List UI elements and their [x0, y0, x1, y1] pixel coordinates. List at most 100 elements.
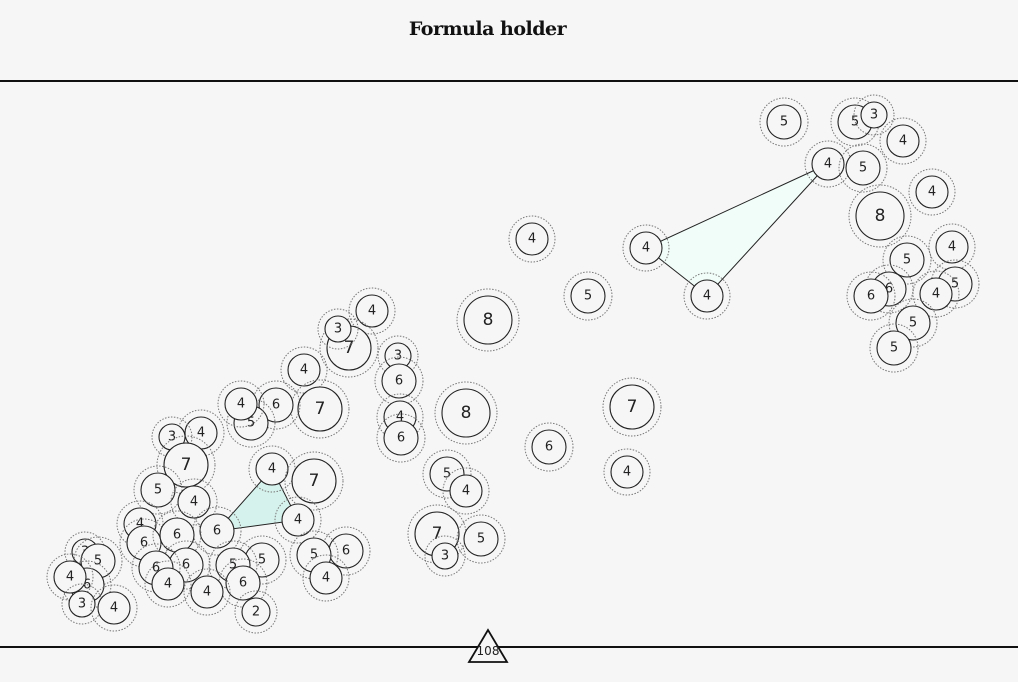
atom-circle[interactable]: [355, 294, 389, 328]
atom-node[interactable]: 8: [456, 288, 520, 352]
atom-halo: [563, 271, 613, 321]
atom-circle[interactable]: [629, 231, 663, 265]
atom-circle[interactable]: [190, 575, 224, 609]
atom-circle[interactable]: [177, 485, 211, 519]
atom-circle[interactable]: [570, 278, 606, 314]
atom-circle[interactable]: [53, 560, 87, 594]
atom-circle[interactable]: [889, 242, 925, 278]
atom-node[interactable]: 4: [622, 224, 670, 272]
atom-halo: [321, 526, 371, 576]
atom-halo: [192, 506, 242, 556]
atom-halo: [234, 590, 278, 634]
atom-node[interactable]: 5: [456, 514, 506, 564]
atom-circle[interactable]: [159, 517, 195, 553]
atom-halo: [302, 554, 350, 602]
atom-halo: [434, 381, 498, 445]
atom-halo: [274, 496, 322, 544]
atom-halo: [442, 467, 490, 515]
atom-node[interactable]: 2: [234, 590, 278, 634]
atom-halo: [869, 323, 919, 373]
atom-circle[interactable]: [258, 387, 294, 423]
atom-circle[interactable]: [140, 472, 176, 508]
atom-circle[interactable]: [287, 353, 321, 387]
atom-circle[interactable]: [915, 175, 949, 209]
atom-halo: [846, 271, 896, 321]
atom-halo: [853, 94, 895, 136]
atom-node[interactable]: 5: [759, 97, 809, 147]
atom-halo: [603, 448, 651, 496]
atom-halo: [376, 413, 426, 463]
atom-halo: [838, 143, 888, 193]
atom-circle[interactable]: [515, 222, 549, 256]
atom-node[interactable]: 4: [879, 117, 927, 165]
atom-circle[interactable]: [224, 387, 258, 421]
atom-circle[interactable]: [811, 147, 845, 181]
atom-circle[interactable]: [919, 277, 953, 311]
atom-node[interactable]: 4: [603, 448, 651, 496]
atom-circle[interactable]: [68, 590, 96, 618]
atom-circle[interactable]: [97, 591, 131, 625]
atom-halo: [930, 259, 980, 309]
atom-circle[interactable]: [463, 521, 499, 557]
atom-circle[interactable]: [853, 278, 889, 314]
atom-circle[interactable]: [383, 420, 419, 456]
atom-node[interactable]: 5: [133, 465, 183, 515]
atom-node[interactable]: 4: [908, 168, 956, 216]
atom-circle[interactable]: [163, 442, 209, 488]
atom-circle[interactable]: [531, 429, 567, 465]
atom-node[interactable]: 6: [524, 422, 574, 472]
atom-node[interactable]: 4: [928, 223, 976, 271]
atom-circle[interactable]: [855, 191, 905, 241]
atom-circle[interactable]: [328, 533, 364, 569]
atom-node[interactable]: 6: [374, 356, 424, 406]
atom-circle[interactable]: [199, 513, 235, 549]
atom-circle[interactable]: [609, 384, 655, 430]
atom-circle[interactable]: [297, 386, 343, 432]
atom-halo: [376, 393, 424, 441]
atom-halo: [183, 568, 231, 616]
atom-circle[interactable]: [309, 561, 343, 595]
atom-circle[interactable]: [766, 104, 802, 140]
atom-node[interactable]: 7: [602, 377, 662, 437]
atom-circle[interactable]: [860, 101, 888, 129]
atom-circle[interactable]: [441, 388, 491, 438]
atom-node[interactable]: 5: [838, 143, 888, 193]
atom-node[interactable]: 8: [848, 184, 912, 248]
atom-halo: [237, 535, 287, 585]
atom-circle[interactable]: [895, 305, 931, 341]
atom-halo: [456, 514, 506, 564]
atom-circle[interactable]: [690, 279, 724, 313]
atom-node[interactable]: 5: [563, 271, 613, 321]
atom-circle[interactable]: [255, 452, 289, 486]
atom-halo: [424, 535, 466, 577]
atom-circle[interactable]: [151, 567, 185, 601]
atom-node[interactable]: 6: [376, 413, 426, 463]
atom-circle[interactable]: [845, 150, 881, 186]
atom-halo: [848, 184, 912, 248]
atom-circle[interactable]: [449, 474, 483, 508]
atom-halo: [116, 500, 164, 548]
atom-node[interactable]: 4: [248, 445, 296, 493]
atom-halo: [508, 215, 556, 263]
atom-circle[interactable]: [291, 458, 337, 504]
atom-halo: [133, 465, 183, 515]
atom-circle[interactable]: [281, 503, 315, 537]
atom-halo: [602, 377, 662, 437]
atom-circle[interactable]: [610, 455, 644, 489]
atom-halo: [622, 224, 670, 272]
atom-circle[interactable]: [241, 597, 271, 627]
atom-node[interactable]: 4: [508, 215, 556, 263]
atom-circle[interactable]: [886, 124, 920, 158]
atom-circle[interactable]: [876, 330, 912, 366]
atom-circle[interactable]: [324, 315, 352, 343]
atom-halo: [319, 318, 379, 378]
atom-halo: [90, 584, 138, 632]
atom-circle[interactable]: [381, 363, 417, 399]
atom-node[interactable]: 8: [434, 381, 498, 445]
atom-circle[interactable]: [431, 542, 459, 570]
atom-halo: [879, 117, 927, 165]
atom-circle[interactable]: [935, 230, 969, 264]
atom-circle[interactable]: [463, 295, 513, 345]
